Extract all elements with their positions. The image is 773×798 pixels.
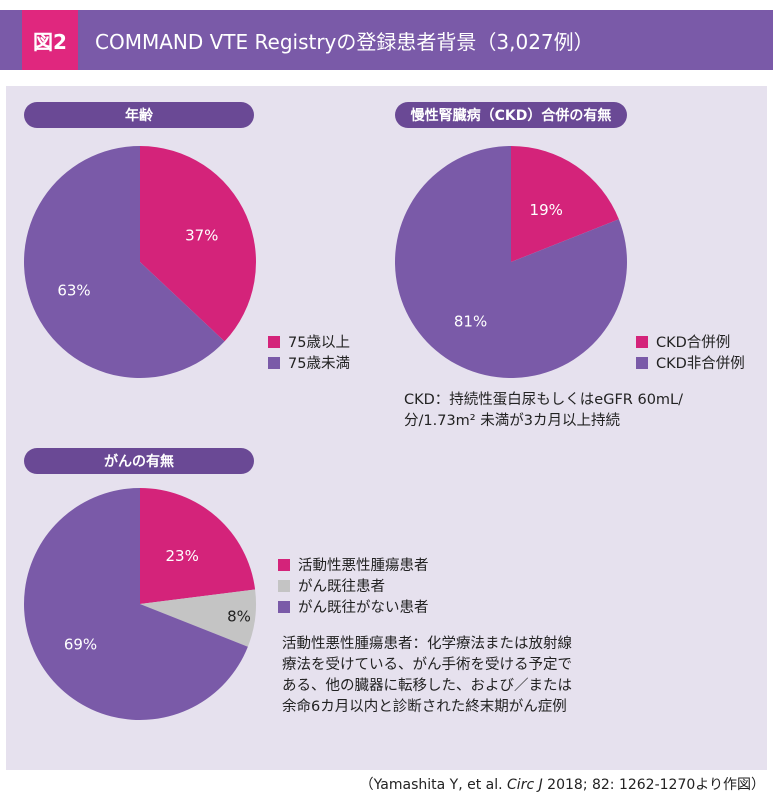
legend-item: がん既往がない患者 xyxy=(278,596,429,617)
legend-swatch xyxy=(278,579,290,592)
legend-item: 75歳以上 xyxy=(268,331,350,352)
pie-cancer-slice-1 xyxy=(140,589,256,647)
pie-cancer-label-2: 69% xyxy=(64,635,97,653)
legend-cancer: 活動性悪性腫瘍患者 がん既往患者 がん既往がない患者 xyxy=(278,554,429,617)
figure-header: 図2 COMMAND VTE Registryの登録患者背景（3,027例） xyxy=(0,0,773,70)
ckd-definition-note: CKD：持続性蛋白尿もしくはeGFR 60mL/ 分/1.73m² 未満が3カ月… xyxy=(404,390,764,432)
note-line: 活動性悪性腫瘍患者：化学療法または放射線 xyxy=(282,636,572,652)
note-line: ある、他の臓器に転移した、および／または xyxy=(282,678,572,694)
cancer-definition-note: 活動性悪性腫瘍患者：化学療法または放射線 療法を受けている、がん手術を受ける予定… xyxy=(282,634,622,718)
note-line: 療法を受けている、がん手術を受ける予定で xyxy=(282,657,572,673)
legend-swatch xyxy=(278,558,290,571)
legend-item: CKD非合併例 xyxy=(636,352,745,373)
pie-cancer-label-1: 8% xyxy=(227,608,251,626)
legend-swatch xyxy=(268,335,280,348)
legend-label: 活動性悪性腫瘍患者 xyxy=(298,558,429,574)
legend-swatch xyxy=(278,600,290,613)
pie-ckd-slice-1 xyxy=(395,146,627,378)
pie-age-title: 年齢 xyxy=(24,102,254,128)
pie-age-slice-1 xyxy=(23,146,225,378)
citation-pre: （Yamashita Y, et al. xyxy=(359,777,508,793)
legend-item: がん既往患者 xyxy=(278,575,429,596)
header-bar xyxy=(0,10,773,70)
legend-label: 75歳未満 xyxy=(288,356,350,372)
figure-label: 図2 xyxy=(22,10,78,70)
legend-label: がん既往患者 xyxy=(298,579,385,595)
legend-ckd: CKD合併例 CKD非合併例 xyxy=(636,331,745,373)
pie-age-label-1: 63% xyxy=(57,282,90,300)
legend-item: 活動性悪性腫瘍患者 xyxy=(278,554,429,575)
pie-age-slice-0 xyxy=(140,146,256,342)
pie-cancer-slice-2 xyxy=(23,487,248,720)
pie-ckd-title: 慢性腎臓病（CKD）合併の有無 xyxy=(395,102,627,128)
legend-swatch xyxy=(268,356,280,369)
legend-item: 75歳未満 xyxy=(268,352,350,373)
citation-journal: Circ J xyxy=(507,777,543,793)
legend-age: 75歳以上 75歳未満 xyxy=(268,331,350,373)
pie-ckd-slice-0 xyxy=(511,146,619,262)
pie-age-label-0: 37% xyxy=(185,226,218,244)
note-line: 分/1.73m² 未満が3カ月以上持続 xyxy=(404,413,620,429)
legend-label: がん既往がない患者 xyxy=(298,600,429,616)
citation: （Yamashita Y, et al. Circ J 2018; 82: 12… xyxy=(360,774,765,794)
legend-item: CKD合併例 xyxy=(636,331,745,352)
legend-label: 75歳以上 xyxy=(288,335,350,351)
citation-post: 2018; 82: 1262-1270より作図） xyxy=(542,777,765,793)
legend-label: CKD非合併例 xyxy=(656,356,745,372)
pie-cancer-slice-0 xyxy=(140,488,256,604)
pie-ckd-label-1: 81% xyxy=(454,312,487,330)
legend-swatch xyxy=(636,335,648,348)
note-line: CKD：持続性蛋白尿もしくはeGFR 60mL/ xyxy=(404,392,684,408)
legend-swatch xyxy=(636,356,648,369)
note-line: 余命6カ月以内と診断された終末期がん症例 xyxy=(282,699,567,715)
pie-ckd-label-0: 19% xyxy=(530,201,563,219)
legend-label: CKD合併例 xyxy=(656,335,731,351)
pie-cancer-title: がんの有無 xyxy=(24,448,254,474)
pie-cancer-label-0: 23% xyxy=(166,547,199,565)
figure-title: COMMAND VTE Registryの登録患者背景（3,027例） xyxy=(95,29,594,54)
